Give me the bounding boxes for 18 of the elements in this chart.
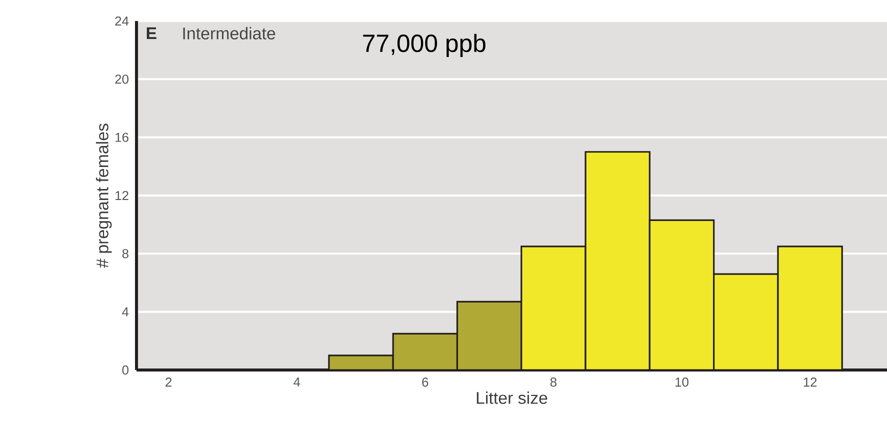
x-tick-label: 12 [804,378,817,387]
y-axis-title: # pregnant females [96,124,112,268]
y-tick-label: 24 [115,16,129,26]
x-tick-label: 8 [550,378,556,387]
x-tick-label: 6 [422,378,428,387]
y-tick-label: 4 [122,307,129,316]
y-tick-label: 8 [122,249,128,258]
y-tick-label: 0 [122,365,128,375]
y-tick-label: 20 [115,74,128,84]
annotation: 77,000 ppb [363,34,486,58]
y-tick-label: 12 [116,190,128,200]
x-tick-label: 2 [166,378,172,387]
y-tick-label: 16 [116,132,128,142]
x-axis-title: Litter size [476,392,548,404]
x-tick-label: 4 [294,378,300,386]
annotation: Intermediate [183,27,276,40]
annotation: E [146,27,156,40]
x-tick-label: 10 [676,378,688,387]
